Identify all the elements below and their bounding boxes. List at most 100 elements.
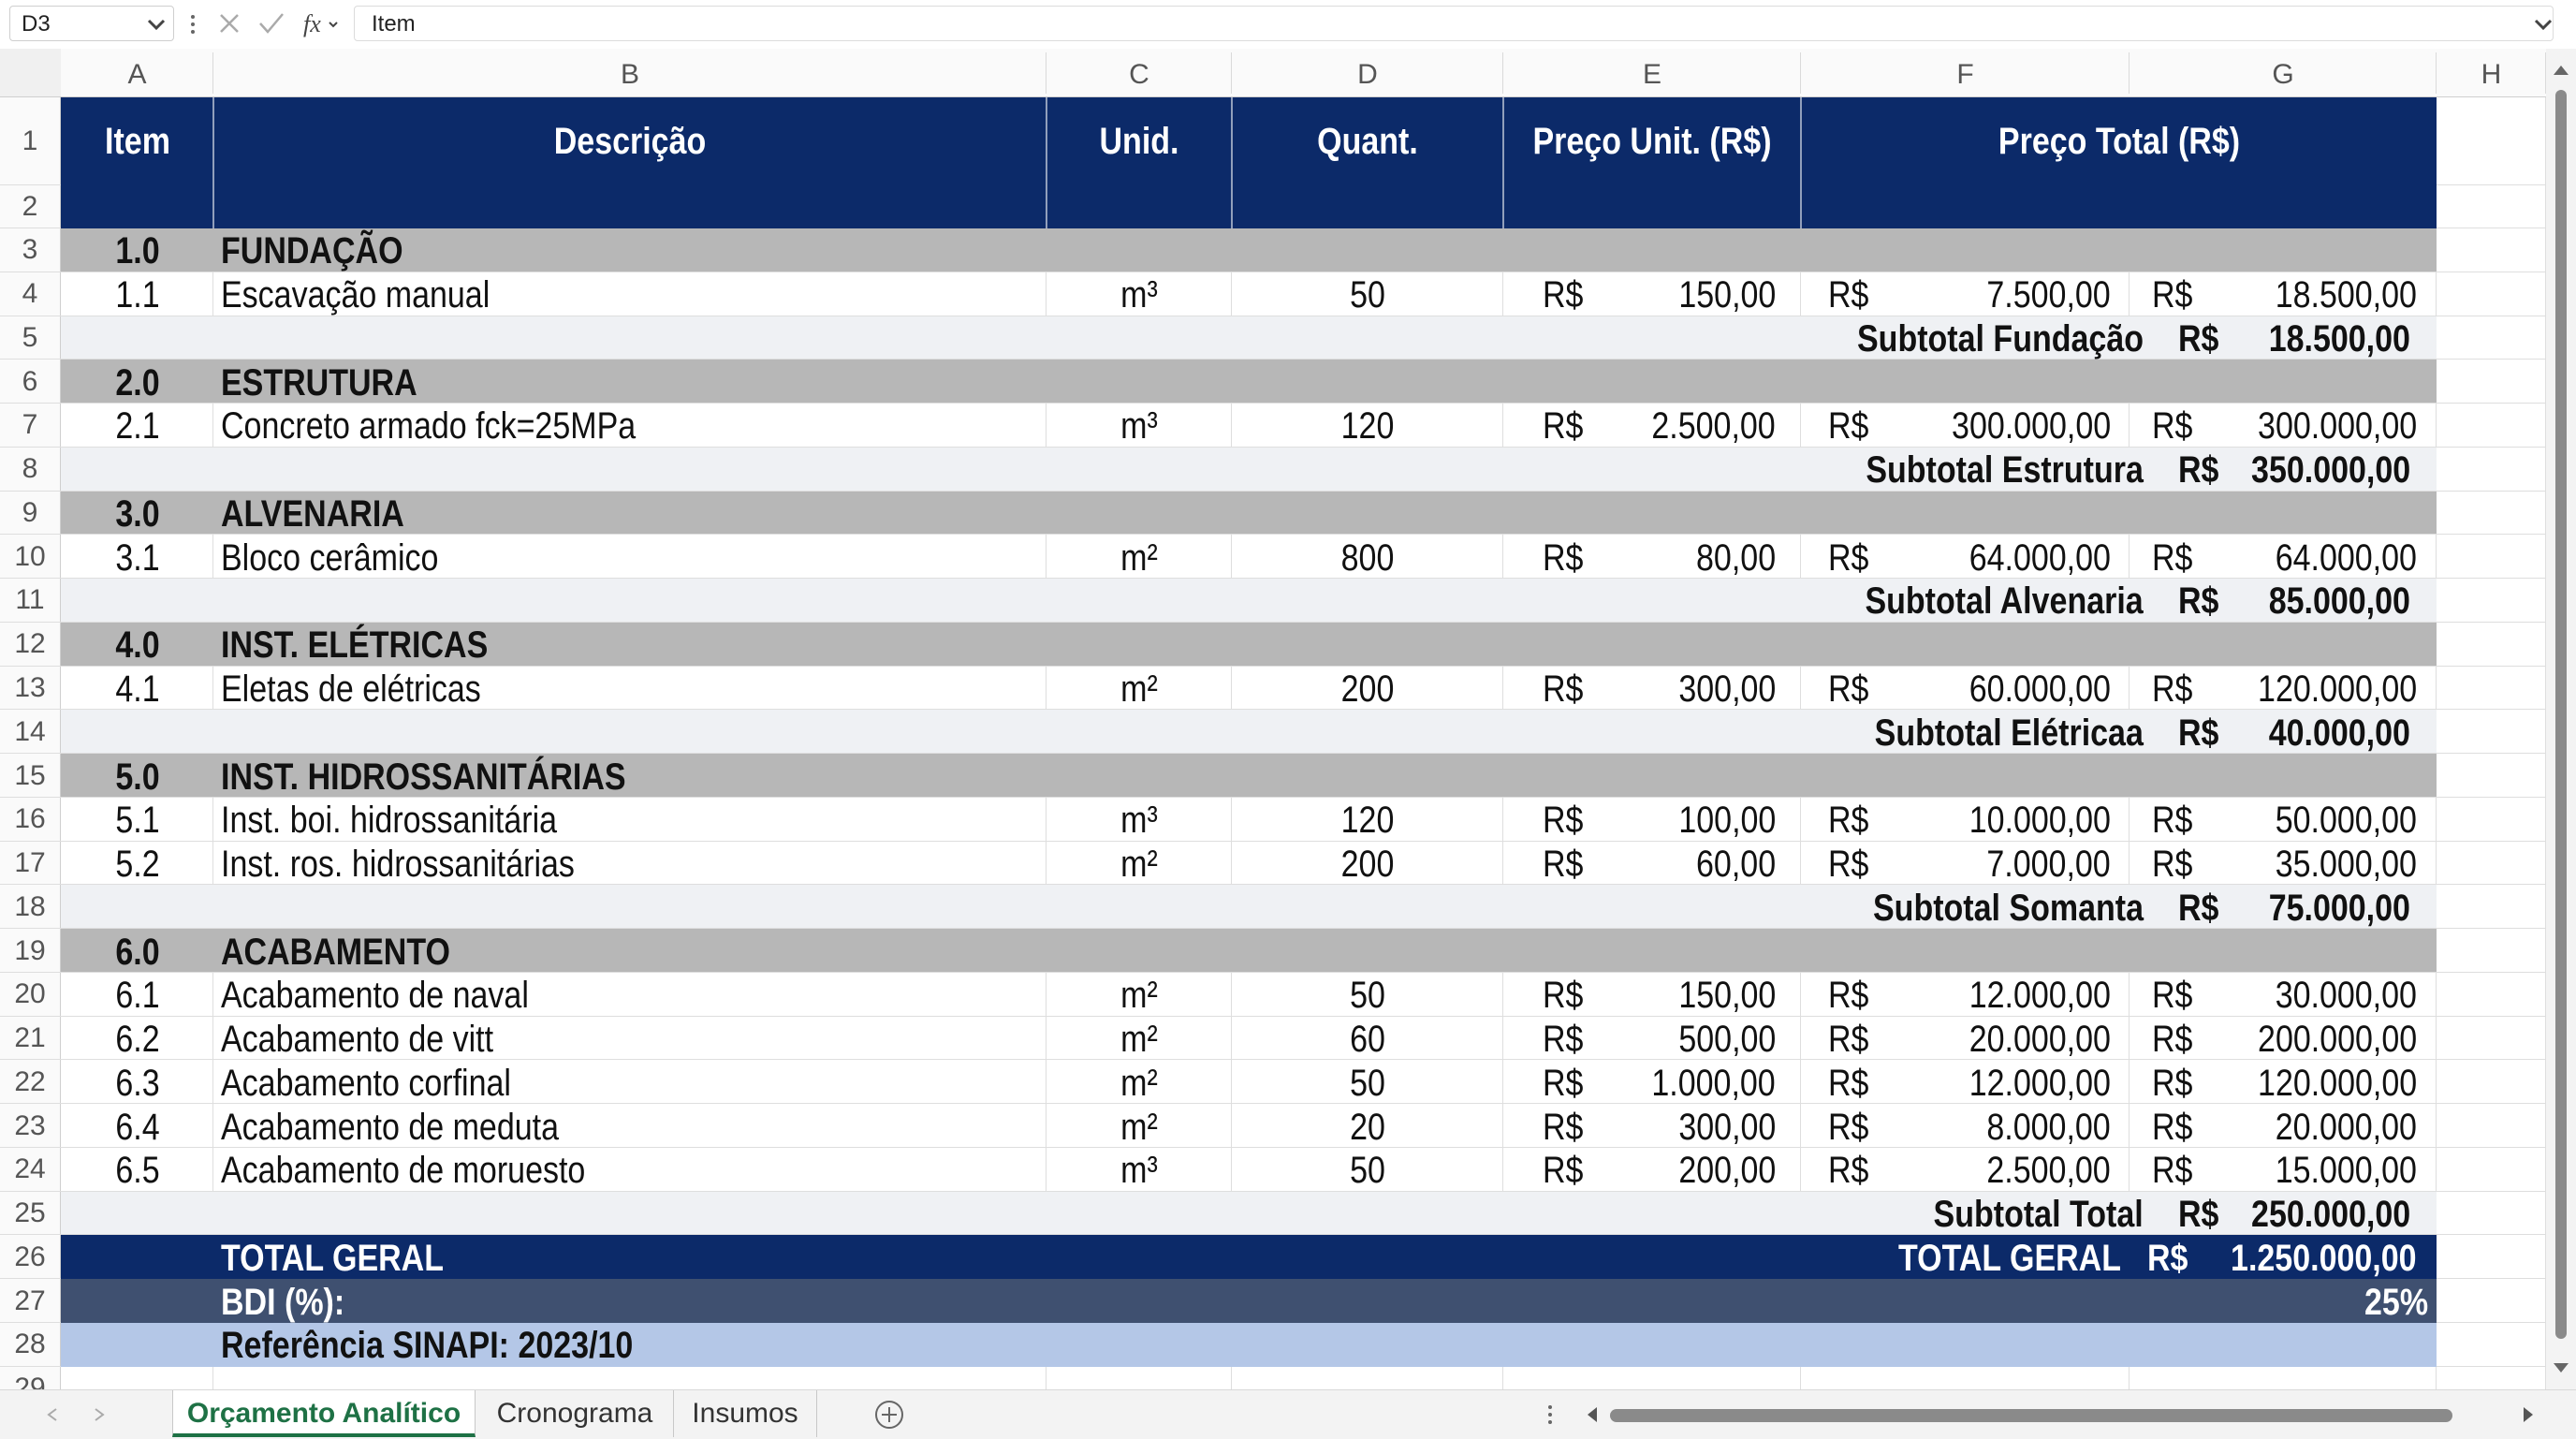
- currency: R$: [1543, 1109, 1583, 1146]
- section-band: [61, 360, 2437, 403]
- row-number: 4: [22, 280, 38, 308]
- item-number: 5.1: [115, 801, 159, 839]
- item-quantity: 800: [1341, 539, 1395, 577]
- tab-nav[interactable]: [37, 1403, 112, 1426]
- column-header: G: [2272, 61, 2293, 89]
- item-quantity: 50: [1350, 976, 1385, 1014]
- sheet-tab[interactable]: Insumos: [674, 1390, 817, 1437]
- unit-price: 100,00: [1678, 801, 1776, 839]
- formula-input[interactable]: Item: [354, 6, 2554, 41]
- column-header: B: [621, 61, 639, 89]
- currency: R$: [1543, 539, 1583, 577]
- row-number: 20: [14, 980, 45, 1008]
- vertical-scrollbar[interactable]: [2546, 49, 2576, 1389]
- currency: R$: [1543, 1152, 1583, 1189]
- header-divider: [1231, 97, 1233, 228]
- item-quantity: 50: [1350, 1152, 1385, 1189]
- name-box-dropdown[interactable]: [146, 17, 167, 32]
- section-title: ALVENARIA: [221, 495, 404, 533]
- currency: R$: [2152, 845, 2192, 883]
- column-g-value: 18.500,00: [2276, 276, 2417, 314]
- formula-expand[interactable]: [2533, 17, 2554, 32]
- currency: R$: [2152, 670, 2192, 708]
- item-unit: m²: [1120, 976, 1158, 1014]
- currency: R$: [1543, 801, 1583, 839]
- row-number: 21: [14, 1024, 45, 1052]
- unit-price: 300,00: [1678, 670, 1776, 708]
- currency: R$: [1543, 1065, 1583, 1102]
- column-header-divider: [2436, 52, 2437, 94]
- item-description: Inst. ros. hidrossanitárias: [221, 845, 575, 883]
- section-title: FUNDAÇÃO: [221, 232, 403, 270]
- sheet-tab[interactable]: Cronograma: [476, 1390, 674, 1437]
- item-number: 2.1: [115, 407, 159, 445]
- currency: R$: [2152, 1021, 2192, 1058]
- currency: R$: [2178, 320, 2218, 358]
- subtotal-label: Subtotal Total: [1934, 1196, 2144, 1233]
- header-label: Item: [105, 123, 170, 160]
- row-number: 27: [14, 1287, 45, 1315]
- currency: R$: [1828, 801, 1868, 839]
- currency: R$: [1543, 407, 1583, 445]
- total-price: 12.000,00: [1969, 1065, 2111, 1102]
- formula-bar: D3 fx Item: [0, 0, 2576, 50]
- total-price: 8.000,00: [1987, 1109, 2111, 1146]
- row-number: 23: [14, 1112, 45, 1140]
- currency: R$: [2178, 714, 2218, 752]
- currency: R$: [1828, 1109, 1868, 1146]
- row-number: 28: [14, 1330, 45, 1358]
- header-divider: [1800, 97, 1802, 228]
- currency: R$: [1543, 845, 1583, 883]
- sheet-tab[interactable]: Orçamento Analítico: [172, 1390, 476, 1437]
- column-header: E: [1643, 61, 1661, 89]
- row-number: 7: [22, 411, 38, 439]
- item-description: Acabamento de vitt: [221, 1021, 493, 1058]
- section-band: [61, 492, 2437, 535]
- item-number: 3.1: [115, 539, 159, 577]
- currency: R$: [2152, 1152, 2192, 1189]
- corner: [0, 49, 61, 97]
- currency: R$: [1828, 976, 1868, 1014]
- header-divider: [1502, 97, 1504, 228]
- currency: R$: [2147, 1240, 2188, 1277]
- total-price: 10.000,00: [1969, 801, 2111, 839]
- total-price: 12.000,00: [1969, 976, 2111, 1014]
- section-band: [61, 228, 2437, 272]
- item-description: Inst. boi. hidrossanitária: [221, 801, 557, 839]
- column-header: A: [127, 61, 146, 89]
- row-number: 24: [14, 1155, 45, 1183]
- section-number: 3.0: [115, 495, 159, 533]
- row-number: 26: [14, 1243, 45, 1271]
- add-sheet[interactable]: [871, 1398, 908, 1432]
- currency: R$: [2152, 976, 2192, 1014]
- column-g-value: 300.000,00: [2258, 407, 2417, 445]
- currency: R$: [1828, 1152, 1868, 1189]
- column-header-divider: [212, 52, 213, 94]
- currency: R$: [2152, 1109, 2192, 1146]
- row-number: 22: [14, 1068, 45, 1096]
- item-description: Escavação manual: [221, 276, 490, 314]
- total-price: 7.000,00: [1987, 845, 2111, 883]
- section-number: 6.0: [115, 933, 159, 971]
- subtotal-value: 250.000,00: [2251, 1196, 2410, 1233]
- item-number: 6.2: [115, 1021, 159, 1058]
- sheet-grid: ABCDEFGH12345678910111213141516171819202…: [0, 49, 2546, 1389]
- row-number: 2: [22, 193, 38, 221]
- row-number: 18: [14, 893, 45, 921]
- horizontal-scrollbar[interactable]: [1535, 1400, 2565, 1430]
- item-quantity: 120: [1341, 801, 1395, 839]
- column-g-value: 30.000,00: [2276, 976, 2417, 1014]
- subtotal-label: Subtotal Fundação: [1857, 320, 2144, 358]
- subtotal-value: 350.000,00: [2251, 451, 2410, 489]
- currency: R$: [1828, 845, 1868, 883]
- column-g-value: 120.000,00: [2258, 670, 2417, 708]
- currency: R$: [2152, 1065, 2192, 1102]
- item-unit: m²: [1120, 1065, 1158, 1102]
- row-number: 13: [14, 674, 45, 702]
- currency: R$: [1543, 276, 1583, 314]
- header-label: Preço Total (R$): [1998, 123, 2239, 160]
- item-unit: m²: [1120, 539, 1158, 577]
- item-description: Acabamento de moruesto: [221, 1152, 585, 1189]
- column-g-value: 15.000,00: [2276, 1152, 2417, 1189]
- unit-price: 150,00: [1678, 276, 1776, 314]
